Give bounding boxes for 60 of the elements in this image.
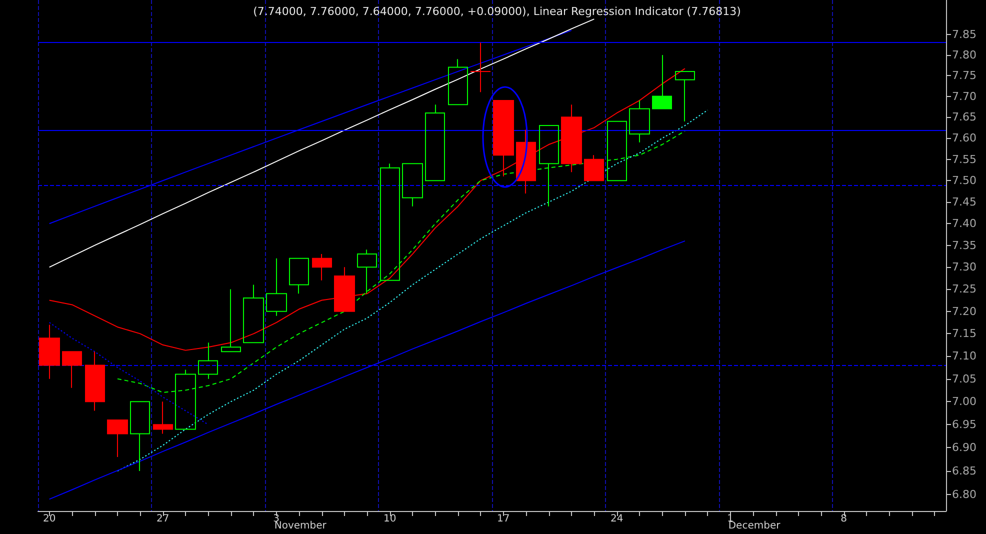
y-tick-label: 7.80 [952,48,976,62]
y-tick-label: 6.85 [952,464,976,478]
candlestick [289,258,309,294]
candlestick [62,351,82,388]
candlestick [425,104,445,182]
x-tick-label: 20 [42,514,56,524]
y-tick-label: 7.75 [952,69,976,82]
y-tick-label: 7.00 [952,395,976,408]
candlestick [357,249,377,294]
candlestick [312,254,332,281]
y-tick-label: 7.15 [952,327,976,340]
candlestick [198,342,218,380]
y-tick-label: 7.25 [952,282,976,296]
candlestick [448,58,468,106]
line-series [116,110,708,472]
y-tick-label: 7.60 [952,132,976,145]
y-tick-label: 7.55 [952,152,976,166]
x-tick-label: 10 [383,514,396,524]
y-tick-label: 7.70 [952,90,976,103]
candlestick [130,401,150,472]
candlestick [561,104,582,173]
candlestick [39,324,60,380]
y-tick-label: 7.50 [952,174,976,188]
candlestick [153,401,173,434]
x-tick-label: 24 [610,514,624,524]
line-series [48,18,595,268]
y-tick-label: 6.80 [952,488,976,501]
candlestick [380,163,400,281]
y-tick-label: 7.30 [952,260,976,274]
y-tick-label: 7.65 [952,110,976,124]
candlestick [221,288,241,352]
y-tick-label: 7.10 [952,350,976,363]
candlestick [107,419,128,458]
candlestick [470,42,491,93]
candlestick [493,100,514,177]
y-tick-label: 7.35 [952,238,976,252]
candlestick [85,351,105,412]
candlestick [243,284,264,344]
candlestick [652,54,672,110]
text: (7.74000, 7.76000, 7.64000, 7.76000, +0.09000), Linear Regression Indicator (7.76813) [253,5,741,18]
x-tick-label: 17 [496,514,510,524]
y-tick-label: 7.85 [952,28,976,41]
candlestick [675,70,695,122]
candlestick [516,129,536,194]
y-tick-label: 7.40 [952,217,976,230]
y-tick-label: 7.20 [952,304,976,318]
candlestick [629,100,650,143]
candlestick [402,163,423,207]
line-series [48,68,686,351]
candlestick [334,266,355,312]
candlestick [584,154,604,182]
x-tick-label: 8 [840,514,848,524]
text: November [274,520,328,532]
x-tick-label: 27 [156,514,170,524]
y-tick-label: 7.45 [952,196,976,209]
text: December [728,520,782,532]
y-tick-label: 6.90 [952,441,976,454]
y-tick-label: 6.95 [952,418,976,432]
candlestick [266,258,287,316]
y-tick-label: 7.05 [952,372,976,386]
